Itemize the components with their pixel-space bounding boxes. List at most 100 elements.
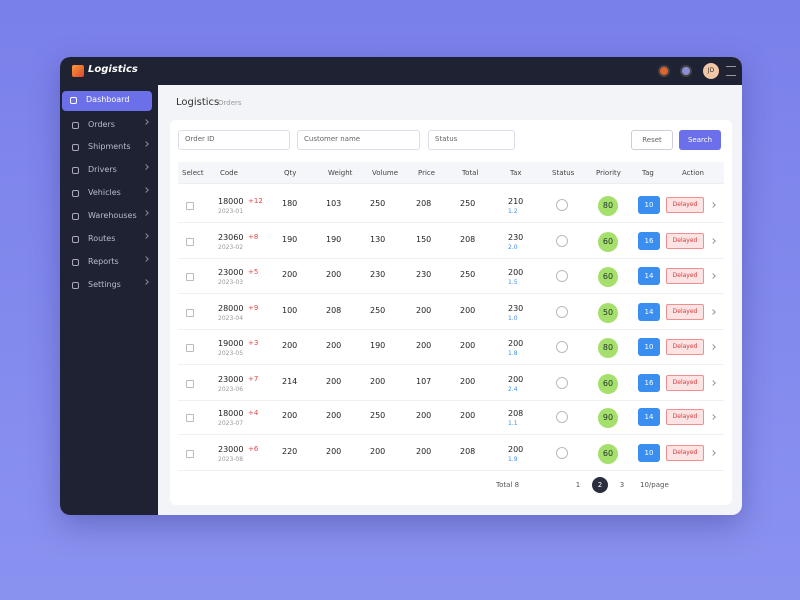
- filter-input[interactable]: Order ID: [178, 130, 290, 150]
- sidebar-label: Orders: [88, 120, 115, 129]
- row-checkbox[interactable]: [186, 309, 194, 317]
- per-page[interactable]: 10/page: [640, 481, 669, 489]
- cell-price: 107: [416, 377, 432, 386]
- sidebar-label: Reports: [88, 257, 119, 266]
- cell-tax: 210: [508, 197, 524, 206]
- cell-vol: 200: [370, 377, 386, 386]
- chevron: [143, 119, 149, 125]
- row-checkbox[interactable]: [186, 380, 194, 388]
- filter-placeholder: Customer name: [304, 135, 361, 143]
- column-header: Action: [682, 169, 704, 177]
- row-action[interactable]: [710, 273, 716, 279]
- cell-weight: 103: [326, 199, 342, 208]
- cell-tax: 200: [508, 339, 524, 348]
- cell-qty: 200: [282, 270, 298, 279]
- chevron: [143, 210, 149, 216]
- sidebar-item[interactable]: Warehouses: [64, 207, 154, 227]
- sidebar-label: Vehicles: [88, 188, 121, 197]
- status-tag: Delayed: [666, 445, 704, 461]
- priority-score: 60: [598, 444, 618, 464]
- page-subtitle: Orders: [218, 99, 242, 107]
- cell-weight: 200: [326, 270, 342, 279]
- code-flag: +4: [248, 409, 259, 417]
- sidebar-icon: [72, 259, 79, 266]
- code-flag: +7: [248, 375, 259, 383]
- cell-price: 200: [416, 306, 432, 315]
- row-checkbox[interactable]: [186, 450, 194, 458]
- sidebar-label: Warehouses: [88, 211, 137, 220]
- sidebar-label: Dashboard: [86, 95, 130, 104]
- sidebar-item[interactable]: Vehicles: [64, 184, 154, 204]
- table-header: [178, 162, 724, 184]
- row-divider: [178, 434, 724, 435]
- cell-price: 208: [416, 199, 432, 208]
- row-checkbox[interactable]: [186, 414, 194, 422]
- filter-input[interactable]: Status: [428, 130, 515, 150]
- sidebar-item[interactable]: Orders: [64, 116, 154, 136]
- filter-placeholder: Status: [435, 135, 458, 143]
- sidebar-item[interactable]: Drivers: [64, 161, 154, 181]
- order-code: 19000: [218, 339, 244, 348]
- cell-tax: 230: [508, 233, 524, 242]
- sidebar-label: Drivers: [88, 165, 117, 174]
- sidebar-icon: [72, 167, 79, 174]
- sidebar-icon: [72, 282, 79, 289]
- status-tag: Delayed: [666, 304, 704, 320]
- filter-input[interactable]: Customer name: [297, 130, 420, 150]
- sidebar-item[interactable]: Reports: [64, 253, 154, 273]
- cell-total: 250: [460, 270, 476, 279]
- priority-score: 60: [598, 374, 618, 394]
- row-action[interactable]: [710, 414, 716, 420]
- code-flag: +9: [248, 304, 259, 312]
- cell-total: 208: [460, 447, 476, 456]
- sidebar-item[interactable]: Dashboard: [62, 91, 152, 111]
- menu-icon[interactable]: [726, 66, 736, 76]
- sidebar-item[interactable]: Routes: [64, 230, 154, 250]
- status-icon: [556, 377, 568, 389]
- status-icon: [556, 270, 568, 282]
- page-button[interactable]: 1: [575, 481, 581, 489]
- row-checkbox[interactable]: [186, 344, 194, 352]
- status-icon: [556, 235, 568, 247]
- code-sub: 2023-06: [218, 386, 244, 393]
- cell-price: 230: [416, 270, 432, 279]
- row-action[interactable]: [710, 450, 716, 456]
- cell-tax: 200: [508, 375, 524, 384]
- status-tag: Delayed: [666, 375, 704, 391]
- row-divider: [178, 400, 724, 401]
- reset-button[interactable]: Reset: [631, 130, 673, 150]
- order-code: 23060: [218, 233, 244, 242]
- row-action[interactable]: [710, 344, 716, 350]
- search-button[interactable]: Search: [679, 130, 721, 150]
- page-button[interactable]: 3: [619, 481, 625, 489]
- avatar[interactable]: JD: [703, 63, 719, 79]
- settings-icon[interactable]: [680, 65, 692, 77]
- brand: Logistics: [88, 64, 138, 75]
- cell-price: 200: [416, 447, 432, 456]
- row-checkbox[interactable]: [186, 202, 194, 210]
- priority-score: 90: [598, 408, 618, 428]
- row-action[interactable]: [710, 380, 716, 386]
- cell-total: 200: [460, 377, 476, 386]
- row-action[interactable]: [710, 238, 716, 244]
- column-header: Code: [220, 169, 238, 177]
- row-checkbox[interactable]: [186, 238, 194, 246]
- row-action[interactable]: [710, 202, 716, 208]
- sidebar-item[interactable]: Settings: [64, 276, 154, 296]
- row-action[interactable]: [710, 309, 716, 315]
- cell-qty: 200: [282, 341, 298, 350]
- tag-badge: 14: [638, 408, 660, 426]
- chevron: [143, 233, 149, 239]
- sidebar-item[interactable]: Shipments: [64, 138, 154, 158]
- page-button[interactable]: 2: [592, 477, 608, 493]
- chevron: [143, 279, 149, 285]
- order-code: 23000: [218, 268, 244, 277]
- cell-tax: 208: [508, 409, 524, 418]
- column-header: Tax: [510, 169, 522, 177]
- row-checkbox[interactable]: [186, 273, 194, 281]
- row-divider: [178, 329, 724, 330]
- logo-icon: [72, 65, 84, 77]
- status-tag: Delayed: [666, 339, 704, 355]
- notification-icon[interactable]: [658, 65, 670, 77]
